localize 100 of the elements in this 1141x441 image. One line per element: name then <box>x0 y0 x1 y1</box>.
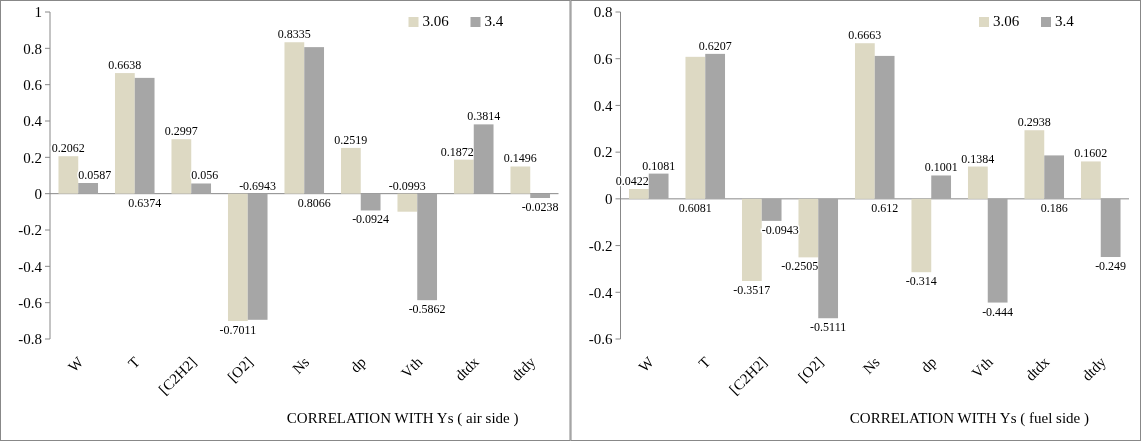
y-tick-label: 0 <box>605 191 613 208</box>
bar <box>931 175 952 199</box>
data-label: -0.5111 <box>810 320 847 335</box>
data-label: -0.2505 <box>781 259 819 274</box>
bar <box>78 183 99 194</box>
data-label: -0.0943 <box>761 222 799 237</box>
data-label: 0.8066 <box>297 195 331 210</box>
bar <box>473 124 494 194</box>
legend-label: 3.06 <box>422 13 450 29</box>
data-label: -0.3517 <box>733 283 771 297</box>
y-tick-label: -0.6 <box>18 294 43 311</box>
y-tick-label: 0 <box>34 185 42 202</box>
bar <box>854 43 875 199</box>
bar <box>510 166 531 194</box>
bar <box>284 42 305 194</box>
bar <box>705 53 726 199</box>
data-label: 0.6638 <box>108 58 142 73</box>
data-label: 0.612 <box>871 200 899 215</box>
data-label: 0.8335 <box>277 27 311 42</box>
data-label: 0.2519 <box>334 132 368 147</box>
data-label: 0.1872 <box>440 144 474 159</box>
y-tick-label: 1 <box>34 4 42 21</box>
bar <box>761 198 782 221</box>
bar <box>648 173 669 199</box>
bar <box>453 159 474 194</box>
y-tick-label: 0.4 <box>593 97 613 114</box>
bar <box>874 55 895 199</box>
x-tick-label: Ns <box>289 353 313 377</box>
bar <box>191 183 212 194</box>
data-label: 0.0422 <box>615 174 649 188</box>
bar <box>247 193 268 320</box>
data-label: -0.5862 <box>408 302 446 317</box>
bar <box>340 147 361 194</box>
data-label: 0.1081 <box>642 158 676 173</box>
data-label: 0.1001 <box>924 160 958 175</box>
bar <box>397 193 418 212</box>
legend-label: 3.4 <box>484 13 504 29</box>
data-label: -0.249 <box>1095 259 1127 274</box>
bar <box>1100 198 1121 258</box>
data-label: -0.0924 <box>352 212 390 227</box>
x-axis-title: CORRELATION WITH Ys ( air side ) <box>286 410 519 427</box>
bar <box>1024 130 1045 199</box>
x-tick-label: dtdx <box>451 353 483 384</box>
data-label: 0.2062 <box>51 141 85 156</box>
x-tick-label: W <box>65 353 87 376</box>
data-label: 0.0587 <box>78 168 112 182</box>
bar <box>911 198 932 273</box>
legend-label: 3.4 <box>1055 13 1075 29</box>
data-label: -0.0993 <box>388 178 426 193</box>
data-label: 0.1602 <box>1074 146 1108 161</box>
data-label: 0.6081 <box>678 200 712 215</box>
y-tick-label: -0.6 <box>588 331 613 348</box>
bar <box>967 166 988 199</box>
data-label: 0.6207 <box>698 38 732 53</box>
y-tick-label: 0.8 <box>23 40 42 57</box>
data-label: 0.1384 <box>961 151 995 166</box>
x-tick-label: Ns <box>859 353 883 377</box>
y-tick-label: -0.4 <box>18 258 43 275</box>
bar <box>304 47 325 194</box>
y-tick-label: 0.6 <box>23 76 43 93</box>
data-label: 0.186 <box>1040 200 1068 215</box>
data-label: 0.1496 <box>503 151 537 166</box>
bar <box>1044 155 1065 199</box>
data-label: -0.444 <box>982 304 1014 319</box>
data-label: 0.3814 <box>467 109 501 124</box>
x-tick-label: Vth <box>968 353 997 382</box>
y-tick-label: 0.6 <box>593 50 613 67</box>
legend-label: 3.06 <box>993 13 1020 29</box>
bar <box>134 77 155 194</box>
data-label: -0.6943 <box>239 178 277 193</box>
bar <box>741 198 762 281</box>
bar <box>417 193 438 301</box>
bar <box>987 198 1008 303</box>
y-tick-label: 0.2 <box>593 144 613 161</box>
bar <box>530 193 551 198</box>
bar <box>818 198 839 319</box>
y-tick-label: -0.4 <box>588 284 613 301</box>
x-axis-title: CORRELATION WITH Ys ( fuel side ) <box>849 410 1089 427</box>
data-label: 0.6374 <box>128 195 162 210</box>
bar <box>628 189 649 199</box>
x-tick-label: W <box>635 353 658 376</box>
data-label: -0.0238 <box>521 199 559 214</box>
y-tick-label: -0.2 <box>18 222 42 239</box>
data-label: 0.2997 <box>164 124 198 139</box>
y-tick-label: -0.2 <box>588 237 613 254</box>
bar <box>114 73 135 194</box>
bar <box>58 156 79 194</box>
data-label: 0.2938 <box>1017 115 1051 130</box>
bar <box>227 193 248 322</box>
data-label: 0.056 <box>191 168 219 183</box>
y-tick-label: 0.8 <box>593 4 613 21</box>
x-tick-label: dtdy <box>508 353 539 384</box>
bar <box>171 139 192 194</box>
x-tick-label: dtdx <box>1022 353 1053 384</box>
data-label: -0.7011 <box>219 323 257 338</box>
x-tick-label: dp <box>346 353 369 376</box>
data-label: 0.6663 <box>848 28 882 43</box>
bar <box>360 193 381 211</box>
y-tick-label: 0.2 <box>23 149 42 166</box>
x-tick-label: dtdy <box>1078 353 1110 384</box>
